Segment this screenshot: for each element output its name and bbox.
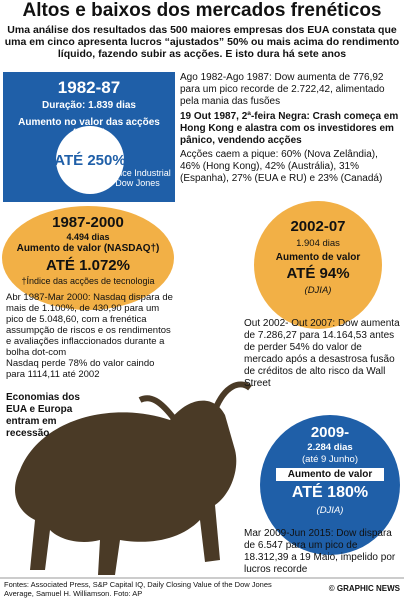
duration-note: (até 9 Junho) — [302, 454, 358, 465]
source: Fontes: Associated Press, S&P Capital IQ… — [4, 580, 272, 598]
period-years: 2009- — [310, 424, 350, 441]
gain-circle — [56, 126, 124, 194]
text-block: Nasdaq perde 78% do valor caindo para 11… — [6, 358, 155, 380]
gain-label: Aumento no valor das acções (DJIA*) — [18, 117, 160, 139]
subtitle: Uma análise dos resultados das 500 maior… — [4, 24, 400, 60]
period-duration: Duração: 1.839 dias — [42, 100, 136, 111]
circle-2002 — [254, 201, 382, 329]
title: Altos e baixos dos mercados frenéticos — [22, 0, 382, 21]
gain-label: Aumento de valor — [275, 252, 361, 263]
note: (DJIA) — [304, 285, 332, 296]
text-block: 19 Out 1987, 2ª-feira Negra: Crash começ… — [180, 111, 399, 146]
gain-label: Aumento de valor — [276, 468, 384, 481]
circle-2009 — [260, 415, 400, 555]
gain-label: Aumento de valor (NASDAQ†) — [16, 243, 160, 254]
period-years: 1987-2000 — [52, 214, 124, 231]
gain-value: ATÉ 180% — [291, 484, 369, 501]
credit: © GRAPHIC NEWS — [328, 584, 400, 593]
period-duration: 4.494 dias — [66, 232, 110, 242]
text-block: Out 2002- Out 2007: Dow aumenta de 7.286… — [244, 318, 400, 389]
period-duration: 1.904 dias — [296, 238, 340, 249]
period-duration: 2.284 dias — [307, 442, 353, 453]
text-block: Economias dos EUA e Europa entram em rec… — [6, 392, 80, 439]
bull-horns — [138, 381, 252, 422]
text-block: Mar 2009-Jun 2015: Dow dispara de 6.547 … — [244, 528, 396, 575]
note: (DJIA) — [316, 505, 344, 516]
circle-1987 — [2, 206, 174, 310]
gain-value: ATÉ 1.072% — [46, 257, 130, 274]
bull-photo — [15, 400, 237, 575]
note: *Índice Industrial Dow Jones — [104, 168, 171, 188]
note: †Índice das acções de tecnologia — [21, 276, 155, 286]
period-years: 1982-87 — [57, 78, 121, 97]
text-block: Acções caem a pique: 60% (Nova Zelândia)… — [180, 149, 383, 184]
text-block: Ago 1982-Ago 1987: Dow aumenta de 776,92… — [180, 72, 385, 107]
gain-value: ATÉ 250% — [54, 152, 126, 169]
text-block: Abr 1987-Mar 2000: Nasdaq dispara de mai… — [6, 292, 173, 358]
gain-value: ATÉ 94% — [286, 265, 350, 282]
period-years: 2002-07 — [290, 218, 346, 235]
